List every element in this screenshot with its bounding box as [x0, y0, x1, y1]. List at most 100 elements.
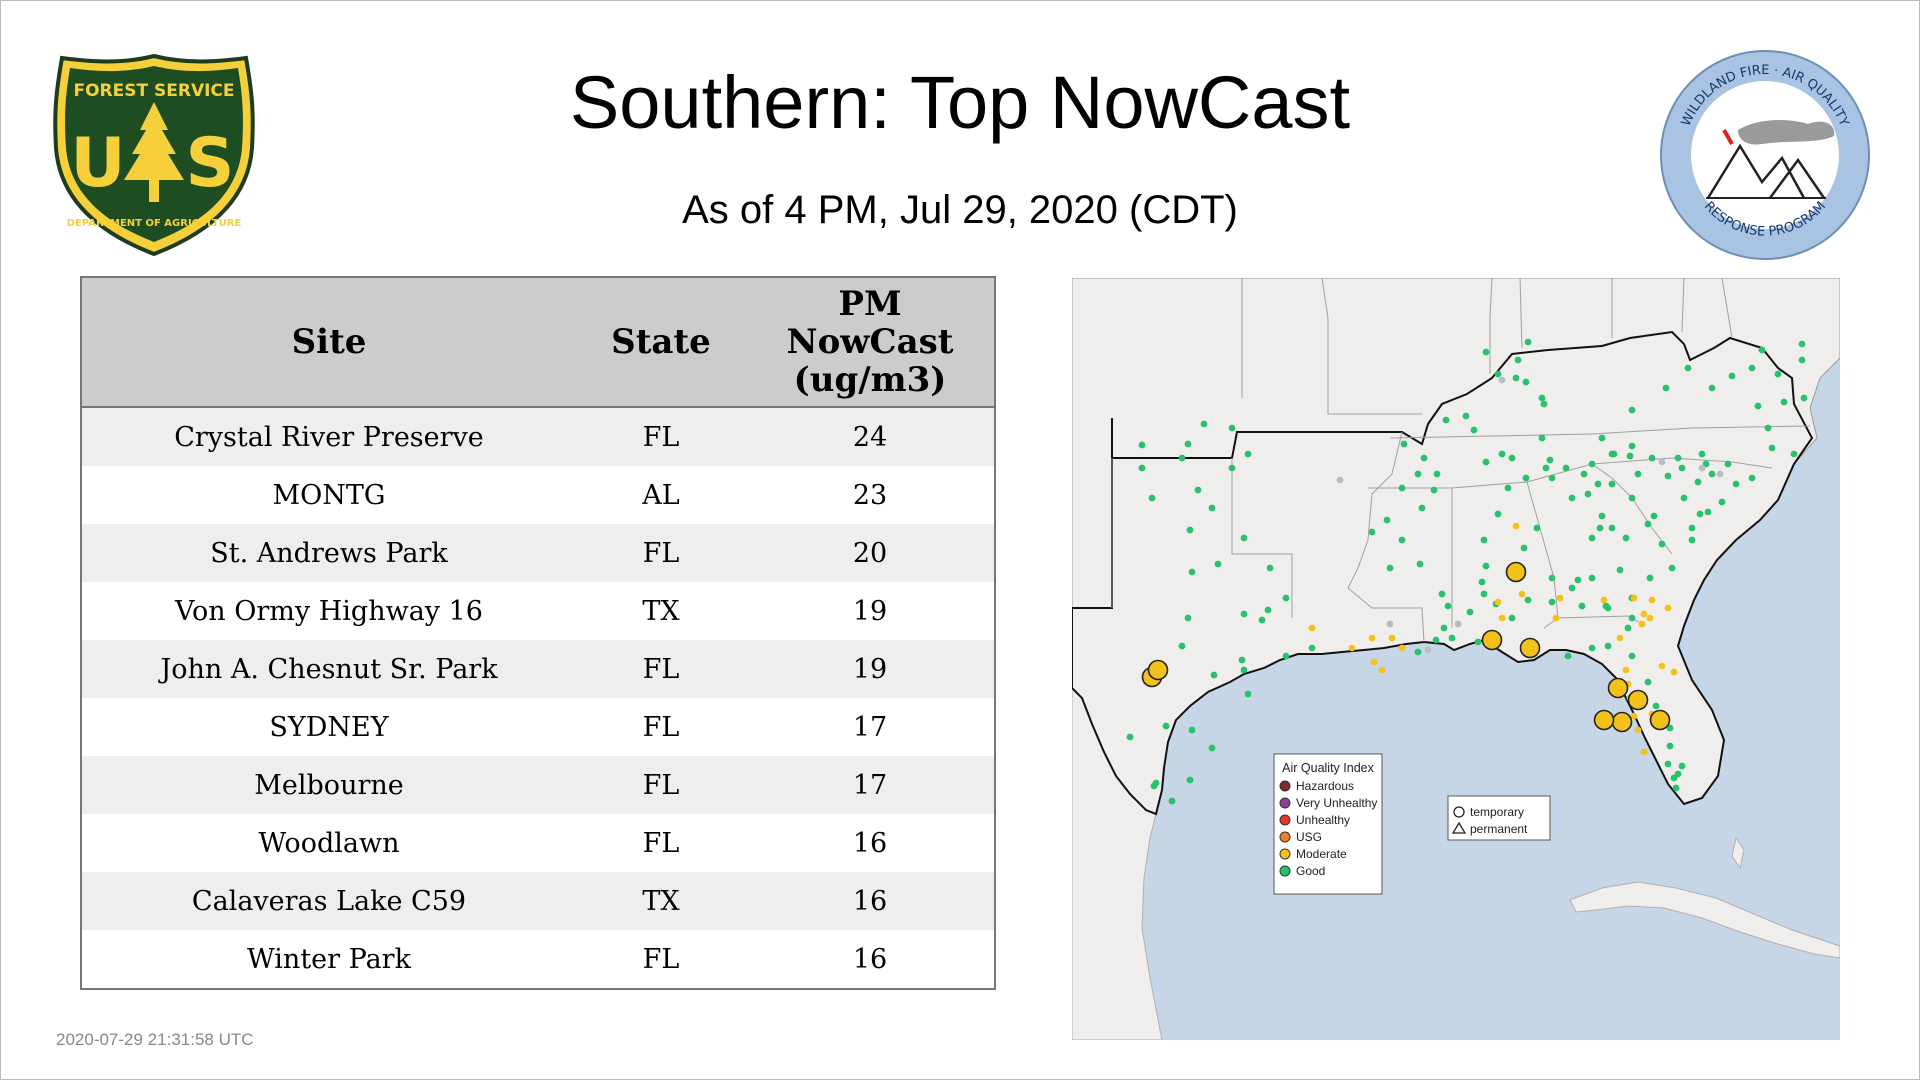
good-site-marker: [1708, 384, 1716, 392]
good-site-marker: [1622, 534, 1630, 542]
good-site-marker: [1668, 564, 1676, 572]
cell-site: Von Ormy Highway 16: [82, 582, 576, 640]
good-site-marker: [1538, 434, 1546, 442]
moderate-site-marker: [1552, 614, 1560, 622]
mountains-smoke-icon: [1706, 120, 1835, 199]
good-site-marker: [1688, 536, 1696, 544]
good-site-marker: [1790, 450, 1798, 458]
good-site-marker: [1748, 474, 1756, 482]
good-site-marker: [1748, 364, 1756, 372]
good-site-marker: [1482, 348, 1490, 356]
good-site-marker: [1508, 454, 1516, 462]
table-row: Woodlawn FL 16: [82, 814, 994, 872]
good-site-marker: [1414, 470, 1422, 478]
good-site-marker: [1478, 578, 1486, 586]
good-site-marker: [1754, 402, 1762, 410]
moderate-site-marker: [1348, 644, 1356, 652]
cell-state: AL: [576, 466, 746, 524]
good-site-marker: [1240, 610, 1248, 618]
good-site-marker: [1524, 596, 1532, 604]
good-site-marker: [1184, 440, 1192, 448]
good-site-marker: [1504, 484, 1512, 492]
cell-site: Melbourne: [82, 756, 576, 814]
good-site-marker: [1383, 516, 1391, 524]
wildland-fire-air-quality-logo: WILDLAND FIRE · AIR QUALITY RESPONSE PRO…: [1660, 50, 1870, 260]
cell-value: 24: [746, 407, 994, 466]
page-title: Southern: Top NowCast: [569, 61, 1351, 144]
good-site-marker: [1240, 534, 1248, 542]
good-site-marker: [1608, 524, 1616, 532]
good-site-marker: [1664, 472, 1672, 480]
good-site-marker: [1258, 616, 1266, 624]
aqi-swatch-icon: [1279, 814, 1291, 826]
good-site-marker: [1398, 536, 1406, 544]
good-site-marker: [1724, 460, 1732, 468]
table-header-row: Site State PM NowCast (ug/m3): [82, 278, 994, 408]
cell-state: FL: [576, 640, 746, 698]
good-site-marker: [1588, 534, 1596, 542]
svg-text:U: U: [70, 124, 125, 203]
good-site-marker: [1548, 574, 1556, 582]
top-nowcast-marker: [1147, 659, 1169, 681]
legend-item-label: Moderate: [1296, 847, 1347, 861]
circle-icon: [1453, 806, 1465, 818]
cell-value: 16: [746, 814, 994, 872]
moderate-site-marker: [1556, 594, 1564, 602]
cell-value: 16: [746, 930, 994, 988]
moderate-site-marker: [1638, 620, 1646, 628]
page-subtitle: As of 4 PM, Jul 29, 2020 (CDT): [682, 188, 1238, 232]
usfs-bottom-text: DEPARTMENT OF AGRICULTURE: [67, 218, 242, 229]
good-site-marker: [1708, 470, 1716, 478]
good-site-marker: [1188, 726, 1196, 734]
good-site-marker: [1440, 624, 1448, 632]
good-site-marker: [1442, 416, 1450, 424]
forest-service-logo: FOREST SERVICE U S DEPARTMENT OF AGRICUL…: [53, 53, 255, 257]
legend-item-label: Hazardous: [1296, 779, 1354, 793]
nodata-site-marker: [1386, 620, 1394, 628]
usfs-top-text: FOREST SERVICE: [73, 81, 234, 101]
nowcast-table: Site State PM NowCast (ug/m3) Crystal Ri…: [80, 276, 996, 990]
cell-state: FL: [576, 524, 746, 582]
moderate-site-marker: [1388, 634, 1396, 642]
good-site-marker: [1228, 464, 1236, 472]
good-site-marker: [1664, 760, 1672, 768]
good-site-marker: [1678, 464, 1686, 472]
good-site-marker: [1282, 594, 1290, 602]
header-pm-nowcast: PM NowCast (ug/m3): [746, 278, 994, 408]
good-site-marker: [1588, 460, 1596, 468]
good-site-marker: [1266, 564, 1274, 572]
good-site-marker: [1432, 636, 1440, 644]
state-borders: [1111, 278, 1811, 643]
good-site-marker: [1688, 524, 1696, 532]
aqi-swatch-icon: [1279, 848, 1291, 860]
good-site-marker: [1238, 656, 1246, 664]
table-row: Crystal River Preserve FL 24: [82, 407, 994, 466]
cell-site: MONTG: [82, 466, 576, 524]
good-site-marker: [1694, 478, 1702, 486]
good-site-marker: [1538, 394, 1546, 402]
good-site-marker: [1698, 450, 1706, 458]
good-site-marker: [1588, 644, 1596, 652]
header-value-line3: (ug/m3): [793, 360, 947, 400]
good-site-marker: [1798, 356, 1806, 364]
triangle-icon: [1451, 821, 1467, 834]
good-site-marker: [1448, 634, 1456, 642]
good-site-marker: [1150, 782, 1158, 790]
good-site-marker: [1548, 474, 1556, 482]
good-site-marker: [1562, 464, 1570, 472]
good-site-marker: [1604, 604, 1612, 612]
good-site-marker: [1194, 486, 1202, 494]
good-site-marker: [1604, 642, 1612, 650]
aqi-swatch-icon: [1279, 831, 1291, 843]
cell-site: Calaveras Lake C59: [82, 872, 576, 930]
render-timestamp: 2020-07-29 21:31:58 UTC: [56, 1030, 254, 1049]
moderate-site-marker: [1622, 666, 1630, 674]
good-site-marker: [1648, 454, 1656, 462]
legend-title: Air Quality Index: [1282, 761, 1374, 775]
good-site-marker: [1178, 642, 1186, 650]
good-site-marker: [1728, 372, 1736, 380]
good-site-marker: [1200, 420, 1208, 428]
table-row: Melbourne FL 17: [82, 756, 994, 814]
table-row: St. Andrews Park FL 20: [82, 524, 994, 582]
good-site-marker: [1580, 470, 1588, 478]
